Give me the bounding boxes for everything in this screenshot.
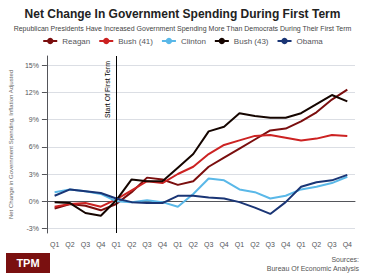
svg-text:6%: 6%: [29, 143, 39, 150]
svg-text:Q4: Q4: [343, 241, 352, 249]
svg-text:Bureau Of Economic Analysis: Bureau Of Economic Analysis: [267, 265, 360, 273]
svg-text:Q4: Q4: [219, 241, 228, 249]
svg-text:Q3: Q3: [204, 241, 213, 249]
svg-text:Q4: Q4: [158, 241, 167, 249]
svg-text:TPM: TPM: [16, 257, 39, 269]
svg-text:Sources:: Sources:: [331, 256, 359, 263]
svg-text:Q1: Q1: [112, 241, 121, 249]
svg-text:Net Change in Government Spend: Net Change in Government Spending, Infla…: [8, 70, 14, 219]
svg-text:Obama: Obama: [297, 37, 324, 46]
svg-text:Q3: Q3: [327, 241, 336, 249]
svg-text:Q1: Q1: [173, 241, 182, 249]
svg-text:Q3: Q3: [81, 241, 90, 249]
svg-text:Bush (43): Bush (43): [234, 37, 269, 46]
svg-text:Q4: Q4: [281, 241, 290, 249]
svg-text:0%: 0%: [29, 198, 39, 205]
svg-text:Q2: Q2: [250, 241, 259, 249]
svg-text:Q2: Q2: [65, 241, 74, 249]
svg-text:Q2: Q2: [189, 241, 198, 249]
svg-text:12%: 12%: [25, 89, 39, 96]
svg-text:Start Of First Term: Start Of First Term: [104, 61, 111, 118]
svg-text:Bush (41): Bush (41): [118, 37, 153, 46]
svg-text:Q1: Q1: [235, 241, 244, 249]
svg-text:Q2: Q2: [127, 241, 136, 249]
svg-text:9%: 9%: [29, 116, 39, 123]
svg-text:15%: 15%: [25, 62, 39, 69]
svg-text:3%: 3%: [29, 171, 39, 178]
svg-text:Q3: Q3: [266, 241, 275, 249]
svg-text:Republican Presidents Have Inc: Republican Presidents Have Increased Gov…: [14, 25, 352, 33]
svg-text:Q2: Q2: [312, 241, 321, 249]
svg-text:Net Change In Government Spend: Net Change In Government Spending During…: [25, 7, 341, 21]
svg-text:Clinton: Clinton: [181, 37, 206, 46]
svg-text:-3%: -3%: [26, 225, 38, 232]
svg-text:Q4: Q4: [96, 241, 105, 249]
svg-text:Reagan: Reagan: [62, 37, 90, 46]
svg-text:Q3: Q3: [142, 241, 151, 249]
svg-text:Q1: Q1: [50, 241, 59, 249]
svg-text:Q1: Q1: [296, 241, 305, 249]
